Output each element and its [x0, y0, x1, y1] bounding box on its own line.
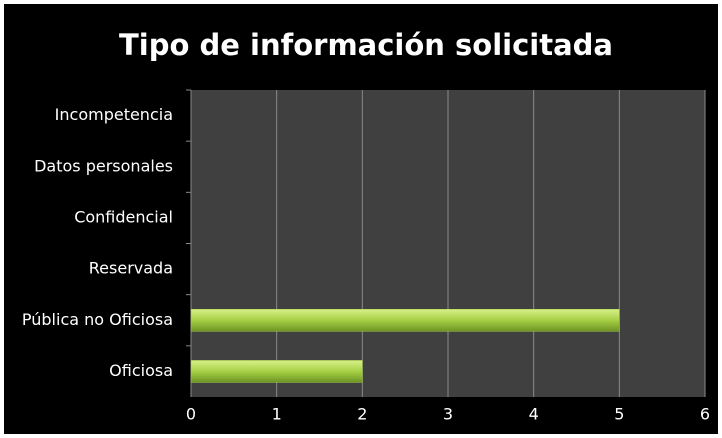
y-tick-label: Incompetencia [55, 105, 173, 124]
y-tick-label: Confidencial [74, 207, 173, 226]
bar [190, 360, 363, 383]
y-tick-label: Pública no Oficiosa [22, 310, 173, 329]
x-tick-label: 5 [614, 405, 624, 424]
x-tick-label: 2 [357, 405, 367, 424]
x-tick-label: 6 [700, 405, 710, 424]
bar [190, 309, 620, 332]
x-tick-label: 0 [186, 405, 196, 424]
y-tick-label: Reservada [89, 259, 173, 278]
x-tick-label: 4 [529, 405, 539, 424]
y-tick-label: Datos personales [34, 156, 173, 175]
x-tick-label: 1 [272, 405, 282, 424]
x-tick-label: 3 [443, 405, 453, 424]
chart-title: Tipo de información solicitada [119, 28, 613, 62]
y-tick-label: Oficiosa [109, 361, 173, 380]
